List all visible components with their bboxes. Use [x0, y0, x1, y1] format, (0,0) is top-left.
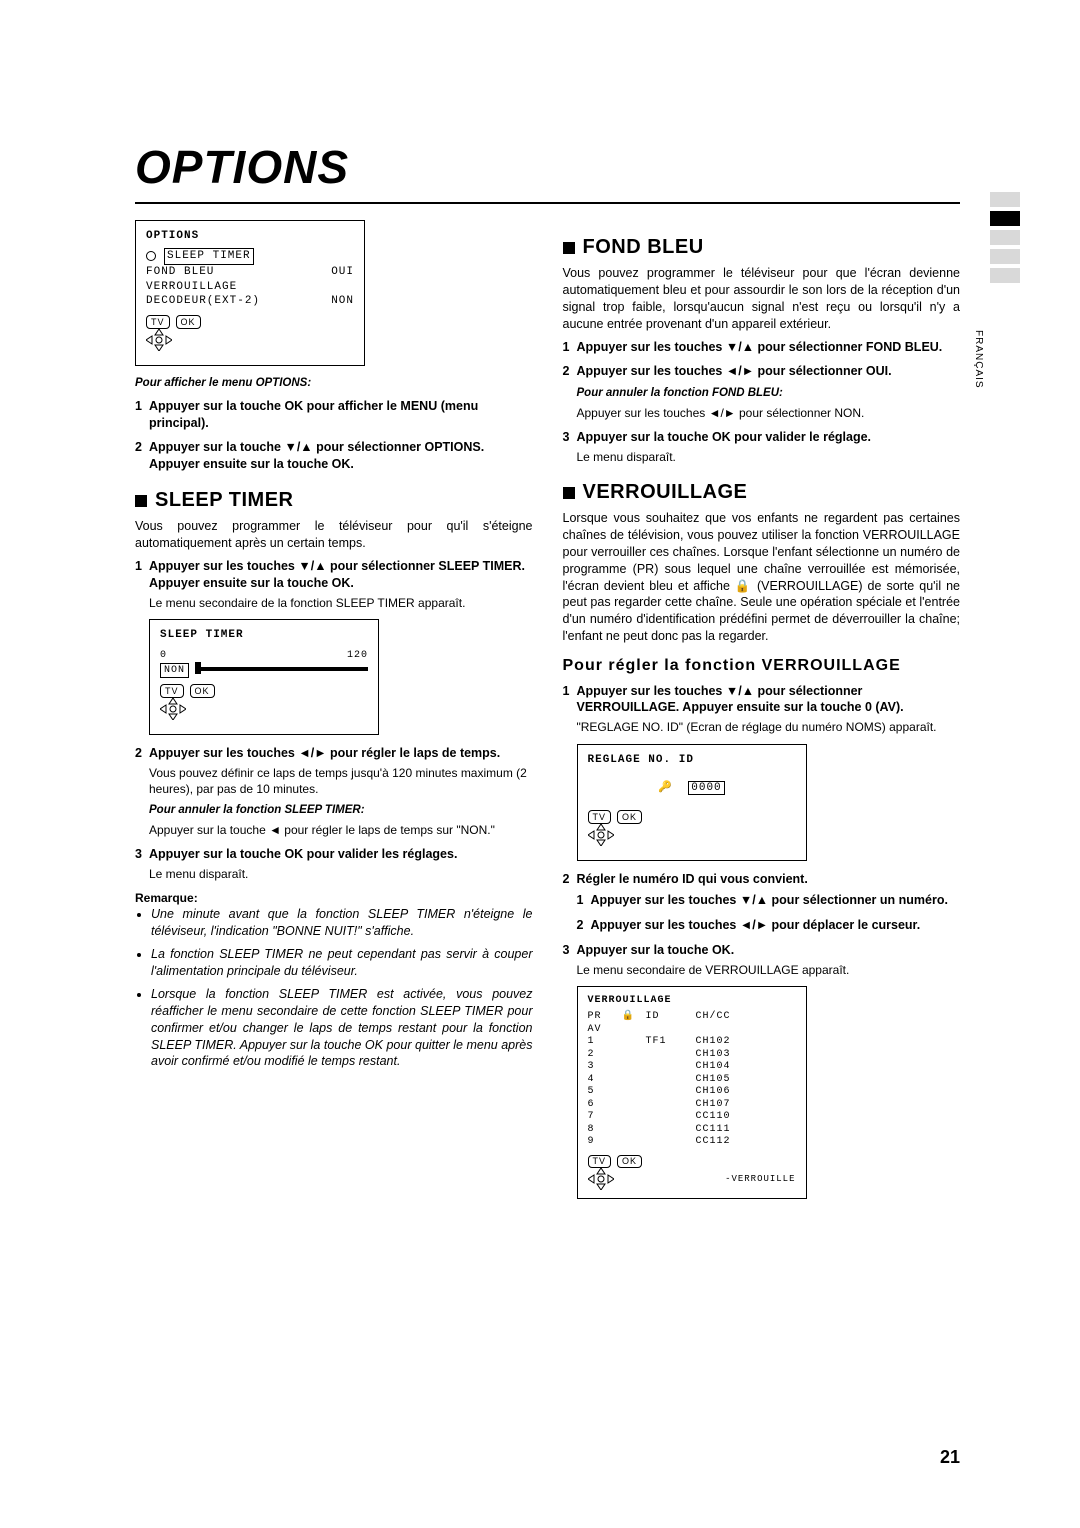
osd-sleep-title: SLEEP TIMER	[160, 628, 368, 643]
table-row: 3CH104	[588, 1061, 796, 1074]
divider-top	[135, 202, 960, 204]
lock-step2-1: Appuyer sur les touches ▼/▲ pour sélecti…	[591, 893, 948, 907]
table-row: 9CC112	[588, 1136, 796, 1149]
sleep-intro: Vous pouvez programmer le téléviseur pou…	[135, 518, 533, 552]
lock-subheading: Pour régler la fonction VERROUILLAGE	[563, 655, 961, 677]
remark-1: Une minute avant que la fonction SLEEP T…	[151, 906, 533, 940]
osd-item-decoder-val: NON	[331, 294, 354, 309]
lock-step2-2: Appuyer sur les touches ◄/► pour déplace…	[591, 918, 921, 932]
osd-item-lock: VERROUILLAGE	[146, 280, 237, 295]
lock-footer: -VERROUILLE	[725, 1174, 795, 1185]
lock-rows: AV1TF1CH1022CH1033CH1044CH1055CH1066CH10…	[588, 1024, 796, 1149]
slider-min: 0	[160, 649, 167, 663]
osd-sleep: SLEEP TIMER 0 120 NON TV OK	[149, 619, 379, 735]
col-id: ID	[646, 1011, 686, 1024]
osd-verrouillage: VERROUILLAGE PR 🔒 ID CH/CC AV1TF1CH1022C…	[577, 986, 807, 1199]
sleep-step3-sub: Le menu disparaît.	[149, 866, 533, 882]
lock-step3-sub: Le menu secondaire de VERROUILLAGE appar…	[577, 962, 961, 978]
table-row: 6CH107	[588, 1099, 796, 1112]
table-row: 2CH103	[588, 1049, 796, 1062]
sleep-step1: Appuyer sur les touches ▼/▲ pour sélecti…	[149, 559, 525, 590]
fond-step3-sub: Le menu disparaît.	[577, 449, 961, 465]
navpad-icon	[160, 698, 186, 720]
selection-dot-icon	[146, 251, 156, 261]
page-number: 21	[940, 1447, 960, 1468]
ok-badge: OK	[190, 684, 215, 698]
tv-badge: TV	[588, 810, 612, 824]
tv-badge: TV	[146, 315, 170, 329]
lock-step3: Appuyer sur la touche OK.	[577, 943, 735, 957]
osd-lock-title: VERROUILLAGE	[588, 995, 796, 1008]
remark-3: Lorsque la fonction SLEEP TIMER est acti…	[151, 986, 533, 1070]
osd-options: OPTIONS SLEEP TIMER FOND BLEU OUI VERROUI…	[135, 220, 365, 366]
osd-item-decoder: DECODEUR(EXT-2)	[146, 294, 260, 309]
osd-reglage-id: REGLAGE NO. ID 🔑 0000 TV OK	[577, 744, 807, 862]
col-pr: PR	[588, 1011, 612, 1024]
table-row: 4CH105	[588, 1074, 796, 1087]
fond-heading: FOND BLEU	[563, 234, 961, 261]
navpad-icon	[588, 824, 614, 846]
fond-cancel-t: Appuyer sur les touches ◄/► pour sélecti…	[577, 405, 961, 421]
key-icon: 🔑	[658, 782, 673, 794]
navpad-icon	[146, 329, 172, 351]
fond-cancel-h: Pour annuler la fonction FOND BLEU:	[577, 386, 961, 402]
osd-options-title: OPTIONS	[146, 229, 354, 244]
lock-intro: Lorsque vous souhaitez que vos enfants n…	[563, 510, 961, 645]
table-row: 8CC111	[588, 1124, 796, 1137]
page-title: OPTIONS	[135, 140, 960, 194]
remark-heading: Remarque:	[135, 890, 533, 906]
ok-badge: OK	[176, 315, 201, 329]
ok-badge: OK	[617, 810, 642, 824]
fond-step2: Appuyer sur les touches ◄/► pour sélecti…	[577, 364, 892, 378]
display-caption: Pour afficher le menu OPTIONS:	[135, 376, 533, 392]
tv-badge: TV	[160, 684, 184, 698]
display-step-2: Appuyer sur la touche ▼/▲ pour sélection…	[149, 440, 484, 471]
ok-badge: OK	[617, 1155, 642, 1168]
osd-id-title: REGLAGE NO. ID	[588, 753, 796, 768]
sleep-step1-sub: Le menu secondaire de la fonction SLEEP …	[149, 595, 533, 611]
lock-heading: VERROUILLAGE	[563, 479, 961, 506]
sleep-heading: SLEEP TIMER	[135, 487, 533, 514]
lock-step1: Appuyer sur les touches ▼/▲ pour sélecti…	[577, 684, 904, 715]
non-box: NON	[160, 663, 189, 679]
col-chcc: CH/CC	[696, 1011, 731, 1024]
table-row: 7CC110	[588, 1111, 796, 1124]
table-row: AV	[588, 1024, 796, 1037]
navpad-icon	[588, 1168, 614, 1190]
sleep-cancel-h: Pour annuler la fonction SLEEP TIMER:	[149, 803, 533, 819]
osd-item-sleep: SLEEP TIMER	[164, 248, 254, 265]
remark-2: La fonction SLEEP TIMER ne peut cependan…	[151, 946, 533, 980]
table-row: 1TF1CH102	[588, 1036, 796, 1049]
osd-item-fond: FOND BLEU	[146, 265, 214, 280]
id-value: 0000	[688, 781, 724, 795]
col-lock-icon: 🔒	[622, 1011, 636, 1024]
sleep-cancel-t: Appuyer sur la touche ◄ pour régler le l…	[149, 822, 533, 838]
slider-max: 120	[347, 649, 368, 663]
osd-item-fond-val: OUI	[331, 265, 354, 280]
display-step-1: Appuyer sur la touche OK pour afficher l…	[149, 399, 478, 430]
fond-step1: Appuyer sur les touches ▼/▲ pour sélecti…	[577, 340, 943, 354]
side-tabs	[990, 192, 1020, 283]
table-row: 5CH106	[588, 1086, 796, 1099]
sleep-step2-sub: Vous pouvez définir ce laps de temps jus…	[149, 765, 533, 797]
sleep-step2: Appuyer sur les touches ◄/► pour régler …	[149, 746, 500, 760]
language-tab: FRANÇAIS	[973, 330, 984, 389]
tv-badge: TV	[588, 1155, 612, 1168]
fond-intro: Vous pouvez programmer le téléviseur pou…	[563, 265, 961, 333]
lock-step1-sub: "REGLAGE NO. ID" (Ecran de réglage du nu…	[577, 719, 961, 735]
right-column: FOND BLEU Vous pouvez programmer le télé…	[563, 220, 961, 1209]
fond-step3: Appuyer sur la touche OK pour valider le…	[577, 430, 872, 444]
left-column: OPTIONS SLEEP TIMER FOND BLEU OUI VERROUI…	[135, 220, 533, 1209]
sleep-step3: Appuyer sur la touche OK pour valider le…	[149, 847, 457, 861]
lock-step2-h: Régler le numéro ID qui vous convient.	[577, 872, 808, 886]
